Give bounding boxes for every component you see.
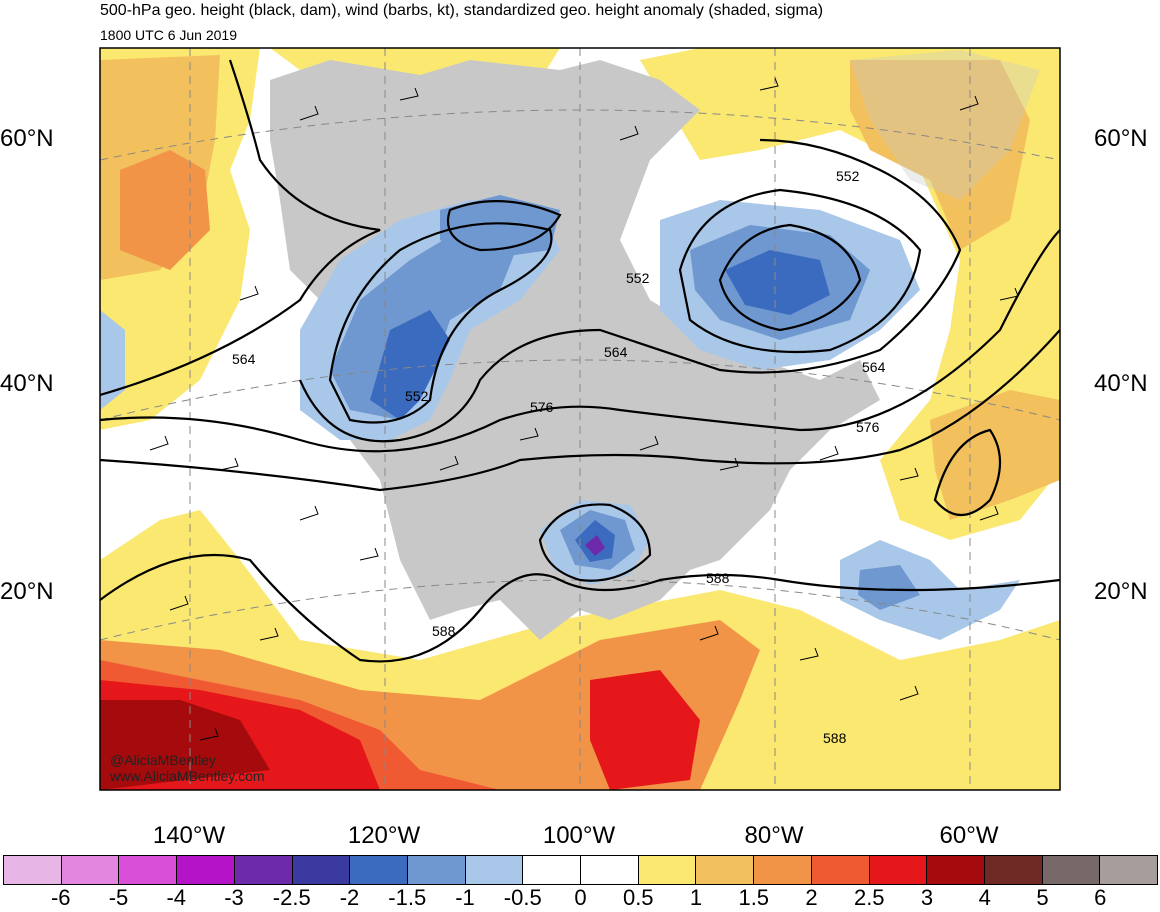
anomaly-ridge-alaska-inner (120, 150, 210, 270)
land-greenland (850, 50, 1040, 200)
credit-website: www.AliciaMBentley.com (110, 768, 265, 784)
contour-588-cutoff (538, 503, 652, 582)
colorbar-tick-label: 5 (1036, 885, 1049, 910)
colorbar-tick-label: 4 (978, 885, 991, 910)
colorbar-tick-label: -4 (166, 885, 187, 910)
contour-582 (100, 329, 1060, 492)
lat-label-right: 40°N (1094, 370, 1148, 397)
lat-label-left: 20°N (0, 578, 54, 605)
colorbar-tick-label: 1.5 (738, 885, 770, 910)
colorbar-tick-label: -0.5 (503, 885, 542, 910)
map-frame (99, 47, 1061, 791)
colorbar-box (696, 856, 755, 884)
lon-label: 60°W (939, 822, 999, 849)
colorbar-box (581, 856, 639, 884)
colorbar-tick-label: 0.5 (622, 885, 654, 910)
lon-label: 100°W (542, 822, 616, 849)
colorbar-tick-label: 6 (1094, 885, 1107, 910)
wind-barbs (149, 77, 1019, 741)
negative-anomaly-shading (100, 195, 1020, 640)
anomaly-ridge-atlantic (930, 390, 1060, 520)
colorbar-tick-label: 3 (920, 885, 934, 910)
contour-552-pnw (328, 222, 553, 424)
contour-564-main (100, 59, 962, 443)
colorbar-tick-label: -2.5 (272, 885, 311, 910)
colorbar-box (61, 856, 120, 884)
colorbar-box (465, 856, 524, 884)
contour-552-labrador (678, 188, 922, 354)
contour-label: 576 (856, 419, 880, 435)
colorbar-tick-label: -1 (455, 885, 475, 910)
colorbar-box (811, 856, 870, 884)
contour-588-tropics (100, 553, 1060, 663)
lon-label: 120°W (347, 822, 421, 849)
colorbar-tick-label: -2 (339, 885, 360, 910)
anomaly-ridge-greenland-core (850, 60, 1030, 250)
land-masses (270, 50, 1040, 640)
contour-label: 588 (706, 570, 730, 586)
anomaly-trough-hudson (440, 195, 560, 260)
colorbar-tick-label: 0 (574, 885, 587, 910)
colorbar-tick-label: -3 (224, 885, 244, 910)
contour-label: 588 (432, 623, 456, 639)
contour-label: 552 (626, 270, 650, 286)
colorbar-tick-label: -6 (50, 885, 71, 910)
colorbar-box (119, 856, 178, 884)
anomaly-low-atlantic-core (858, 565, 920, 610)
anomaly-low-labrador-core (725, 250, 830, 315)
colorbar-box (177, 856, 235, 884)
lat-label-right: 20°N (1094, 578, 1148, 605)
contour-576-main (100, 229, 1060, 453)
colorbar-tick-label: -1.5 (388, 885, 427, 910)
credit-handle: @AliciaMBentley (110, 752, 217, 768)
valid-time: 1800 UTC 6 Jun 2019 (100, 27, 237, 43)
colorbar-box (4, 856, 62, 884)
colorbar-box (407, 856, 466, 884)
colorbar-box (754, 856, 812, 884)
contour-label: 552 (836, 168, 860, 184)
colorbar-box (927, 856, 985, 884)
anomaly-ridge-tropics-max (100, 700, 270, 790)
colorbar-box (984, 856, 1043, 884)
colorbar-box (234, 856, 293, 884)
anomaly-cutoff-plains-max (585, 535, 605, 556)
contour-552-hudson (446, 200, 562, 252)
colorbar-box (1042, 856, 1101, 884)
contour-label: 588 (823, 730, 847, 746)
contour-label: 576 (530, 399, 554, 415)
contour-576-atlantic-closed (933, 428, 1001, 516)
colorbar-box (869, 856, 928, 884)
anomaly-ridge-caribbean (590, 670, 700, 790)
colorbar-box (292, 856, 351, 884)
colorbar-box (523, 856, 582, 884)
contour-label: 564 (232, 351, 256, 367)
anomaly-colorbar (3, 855, 1158, 885)
map-title: 500-hPa geo. height (black, dam), wind (… (100, 2, 824, 19)
lat-label-left: 40°N (0, 370, 54, 397)
height-contours (100, 59, 1060, 663)
colorbar-box (350, 856, 408, 884)
colorbar-box (638, 856, 697, 884)
contour-label-group: 564 552 552 564 576 552 564 576 588 588 … (232, 168, 886, 746)
anomaly-low-pacific-west (100, 310, 125, 410)
lat-label-right: 60°N (1094, 125, 1148, 152)
contour-label: 564 (604, 344, 628, 360)
contour-label: 552 (405, 388, 429, 404)
colorbar-tick-label: 2 (805, 885, 818, 910)
land-north-america (270, 60, 880, 640)
anomaly-trough-pnw-core (370, 310, 450, 420)
lat-label-left: 60°N (0, 125, 54, 152)
lon-label: 140°W (152, 822, 226, 849)
contour-label: 564 (862, 359, 886, 375)
colorbar-tick-label: -5 (108, 885, 129, 910)
colorbar-tick-label: 2.5 (853, 885, 885, 910)
contour-540-labrador (718, 223, 862, 332)
lon-label: 80°W (744, 822, 804, 849)
colorbar-box (1100, 856, 1158, 884)
colorbar-tick-label: 1 (689, 885, 703, 910)
